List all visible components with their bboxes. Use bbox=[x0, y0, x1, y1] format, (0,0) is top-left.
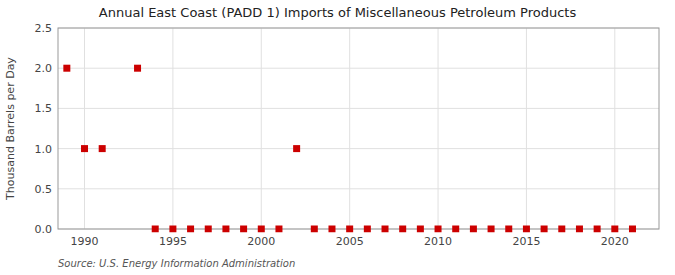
point bbox=[311, 226, 318, 233]
y-axis-label: Thousand Barrels per Day bbox=[4, 57, 17, 201]
point bbox=[558, 226, 565, 233]
plot-frame bbox=[58, 28, 659, 229]
x-tick-label: 2010 bbox=[424, 235, 452, 248]
grid-line-x bbox=[438, 28, 439, 229]
x-tick-label: 2000 bbox=[247, 235, 275, 248]
point bbox=[470, 226, 477, 233]
y-tick-label: 1.0 bbox=[35, 143, 53, 156]
point bbox=[152, 226, 159, 233]
point bbox=[222, 226, 229, 233]
y-tick-label: 1.5 bbox=[35, 102, 53, 115]
grid-line-y bbox=[58, 68, 659, 69]
x-tick-label: 2005 bbox=[336, 235, 364, 248]
point bbox=[63, 65, 70, 72]
point bbox=[505, 226, 512, 233]
y-tick-label: 0.0 bbox=[35, 223, 53, 236]
point bbox=[629, 226, 636, 233]
point bbox=[452, 226, 459, 233]
point bbox=[328, 226, 335, 233]
x-tick-label: 1990 bbox=[71, 235, 99, 248]
y-tick-label: 2.0 bbox=[35, 62, 53, 75]
point bbox=[81, 145, 88, 152]
point bbox=[346, 226, 353, 233]
grid-line-x bbox=[526, 28, 527, 229]
point bbox=[611, 226, 618, 233]
grid-line-x bbox=[172, 28, 173, 229]
point bbox=[275, 226, 282, 233]
grid bbox=[58, 28, 659, 229]
point bbox=[240, 226, 247, 233]
point bbox=[169, 226, 176, 233]
point bbox=[187, 226, 194, 233]
point bbox=[382, 226, 389, 233]
grid-line-y bbox=[58, 108, 659, 109]
point bbox=[541, 226, 548, 233]
point bbox=[134, 65, 141, 72]
x-tick-label: 1995 bbox=[159, 235, 187, 248]
axes: 0.0 0.5 1.0 1.5 2.0 2.5 1990 1995 2000 2005 2010 20… bbox=[4, 22, 659, 248]
chart-svg: Annual East Coast (PADD 1) Imports of Mi… bbox=[0, 0, 675, 275]
y-tick-label: 0.5 bbox=[35, 183, 53, 196]
grid-line-x bbox=[261, 28, 262, 229]
grid-line-x bbox=[349, 28, 350, 229]
point bbox=[99, 145, 106, 152]
grid-line-y bbox=[58, 148, 659, 149]
point bbox=[435, 226, 442, 233]
point bbox=[594, 226, 601, 233]
grid-line-x bbox=[614, 28, 615, 229]
title: Annual East Coast (PADD 1) Imports of Mi… bbox=[99, 5, 577, 20]
point bbox=[576, 226, 583, 233]
point bbox=[417, 226, 424, 233]
point bbox=[258, 226, 265, 233]
points bbox=[63, 65, 636, 233]
point bbox=[523, 226, 530, 233]
point bbox=[293, 145, 300, 152]
point bbox=[205, 226, 212, 233]
grid-line-y bbox=[58, 188, 659, 189]
source-note: Source: U.S. Energy Information Administ… bbox=[58, 258, 295, 269]
point bbox=[399, 226, 406, 233]
x-tick-label: 2015 bbox=[512, 235, 540, 248]
point bbox=[488, 226, 495, 233]
grid-line-x bbox=[84, 28, 85, 229]
chart-container: Annual East Coast (PADD 1) Imports of Mi… bbox=[0, 0, 675, 275]
x-tick-label: 2020 bbox=[601, 235, 629, 248]
y-tick-label: 2.5 bbox=[35, 22, 53, 35]
point bbox=[364, 226, 371, 233]
